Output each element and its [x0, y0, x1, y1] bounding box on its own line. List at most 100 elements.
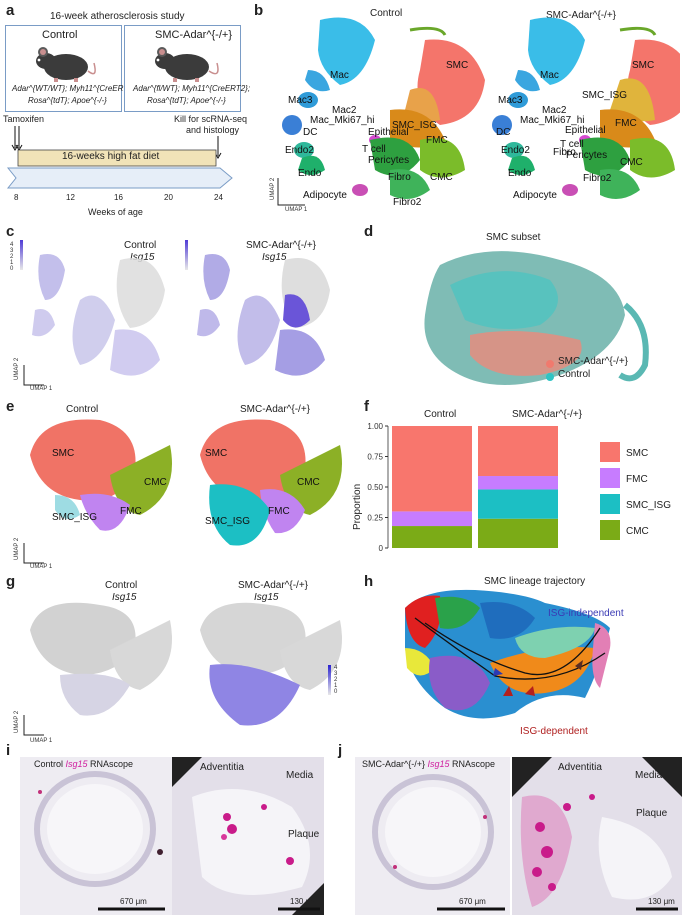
- diet-label: 16-weeks high fat diet: [62, 151, 160, 162]
- b-ctrl-fmc: FMC: [426, 135, 448, 146]
- b-ctrl-cmc: CMC: [430, 172, 453, 183]
- b-ko-pericytes: Pericytes: [566, 150, 608, 161]
- b-ctrl-epithelial: Epithelial: [368, 127, 409, 138]
- f-cat-control: Control: [424, 409, 457, 420]
- h-title: SMC lineage trajectory: [484, 576, 586, 587]
- control-label: Control: [42, 29, 78, 41]
- tamoxifen-label: Tamoxifen: [3, 114, 45, 124]
- control-mouse-box: Control Adar^{WT/WT}; Myh11^{CreERT2}; R…: [5, 25, 137, 112]
- b-control-title: Control: [370, 8, 403, 19]
- d-legend-ctrl: Control: [558, 369, 591, 380]
- c-umap1: UMAP 1: [30, 386, 53, 392]
- b-ko-mac2: Mac2: [542, 105, 567, 116]
- d-legend-ko-dot: [546, 360, 554, 368]
- c-control-title: Control: [124, 240, 157, 251]
- panel-label-b: b: [254, 2, 264, 19]
- j-media: Media: [635, 770, 663, 781]
- control-genotype-2: Rosa^{tdT}; Apoe^{-/-}: [28, 96, 107, 105]
- e-ko-fmc: FMC: [268, 506, 290, 517]
- f-legend-swatch-smc_isg: [600, 494, 620, 514]
- b-ko-umap: [492, 17, 680, 199]
- b-ko-tcell: T cell: [560, 139, 584, 150]
- h-isg-dependent: ISG-dependent: [520, 726, 588, 737]
- kill-label-1: Kill for scRNA-seq: [174, 114, 248, 124]
- f-bar-cmc-0: [392, 526, 472, 548]
- e-ctrl-fmc: FMC: [120, 506, 142, 517]
- f-ylabel: Proportion: [352, 483, 363, 530]
- e-ko-cmc: CMC: [297, 477, 320, 488]
- j-microscopy-low: 670 μm: [355, 757, 510, 915]
- e-umap2: UMAP 2: [14, 537, 20, 560]
- e-ko-smc-isg: SMC_ISG: [205, 516, 251, 527]
- i-scale-130: 130 μm: [290, 897, 317, 906]
- j-plaque: Plaque: [636, 808, 668, 819]
- f-bar-smc-0: [392, 426, 472, 512]
- tick-16: 16: [114, 193, 123, 202]
- b-ctrl-pericytes: Pericytes: [368, 155, 410, 166]
- i-microscopy-high: 130 μm: [172, 757, 324, 915]
- tick-24: 24: [214, 193, 223, 202]
- b-umap2: UMAP 2: [270, 177, 276, 200]
- g-umap1: UMAP 1: [30, 738, 53, 744]
- b-ctrl-endo: Endo: [298, 168, 322, 179]
- panel-label-h: h: [364, 573, 374, 590]
- g-control-gene: Isg15: [112, 592, 137, 603]
- i-plaque: Plaque: [288, 829, 320, 840]
- ko-genotype-2: Rosa^{tdT}; Apoe^{-/-}: [147, 96, 226, 105]
- f-legend-swatch-cmc: [600, 520, 620, 540]
- f-ytick-label-1: 0.25: [367, 514, 383, 523]
- e-ctrl-smc: SMC: [52, 448, 75, 459]
- e-ctrl-smc-isg: SMC_ISG: [52, 512, 98, 523]
- f-bar-smc-1: [478, 426, 558, 477]
- e-ko-smc: SMC: [205, 448, 228, 459]
- b-ko-dc: DC: [496, 127, 511, 138]
- ko-label: SMC-Adar^{-/+}: [155, 29, 232, 41]
- panel-label-a: a: [6, 2, 15, 19]
- e-umap-plots: [23, 419, 342, 564]
- b-ctrl-dc: DC: [303, 127, 318, 138]
- b-ctrl-smc-isg: SMC_ISG: [392, 120, 438, 131]
- c-umap-plots: [20, 240, 330, 386]
- f-ytick-label-2: 0.50: [367, 483, 383, 492]
- b-ko-fibro: Fibro: [553, 147, 576, 158]
- b-ko-fmc: FMC: [615, 118, 637, 129]
- g-control-title: Control: [105, 580, 138, 591]
- b-umap1: UMAP 1: [285, 207, 308, 213]
- panel-label-d: d: [364, 223, 374, 240]
- b-ko-mac3: Mac3: [498, 95, 523, 106]
- c-ko-title: SMC-Adar^{-/+}: [246, 240, 316, 251]
- study-title: 16-week atherosclerosis study: [50, 11, 185, 22]
- j-title: SMC-Adar^{-/+} Isg15 RNAscope: [362, 759, 496, 769]
- tick-8: 8: [14, 193, 19, 202]
- b-ctrl-adipocyte: Adipocyte: [303, 190, 347, 201]
- i-scale-670: 670 μm: [120, 897, 147, 906]
- panel-label-i: i: [6, 742, 11, 759]
- timeline-graphic: [6, 126, 233, 189]
- f-chart: 0 0.25 0.50 0.75 1.00 SMC FMC SMC_ISG CMC: [367, 422, 671, 553]
- g-ko-title: SMC-Adar^{-/+}: [238, 580, 308, 591]
- f-ytick-label-0: 0: [379, 544, 384, 553]
- j-scale-670: 670 μm: [459, 897, 486, 906]
- control-mouse-icon: [36, 47, 96, 82]
- f-bar-cmc-1: [478, 518, 558, 548]
- c-umap2: UMAP 2: [14, 357, 20, 380]
- i-title: Control Isg15 RNAscope: [34, 759, 134, 769]
- b-umap-plots: [277, 17, 680, 206]
- f-legend-swatch-fmc: [600, 468, 620, 488]
- j-microscopy-high: 130 μm: [512, 757, 682, 915]
- d-umap: [424, 251, 649, 385]
- f-legend-label-smc: SMC: [626, 448, 648, 459]
- b-ctrl-fibro: Fibro: [388, 172, 411, 183]
- ko-mouse-box: SMC-Adar^{-/+} Adar^{fl/WT}; Myh11^{CreE…: [124, 25, 250, 112]
- h-trajectory-plot: [405, 589, 611, 719]
- panel-label-f: f: [364, 398, 369, 415]
- b-ctrl-fibro2: Fibro2: [393, 197, 422, 208]
- i-media: Media: [286, 770, 314, 781]
- b-ctrl-mki67: Mac_Mki67_hi: [310, 115, 375, 126]
- panel-label-e: e: [6, 398, 15, 415]
- b-ko-cmc: CMC: [620, 157, 643, 168]
- control-genotype-1: Adar^{WT/WT}; Myh11^{CreERT2};: [12, 84, 138, 93]
- d-title: SMC subset: [486, 232, 541, 243]
